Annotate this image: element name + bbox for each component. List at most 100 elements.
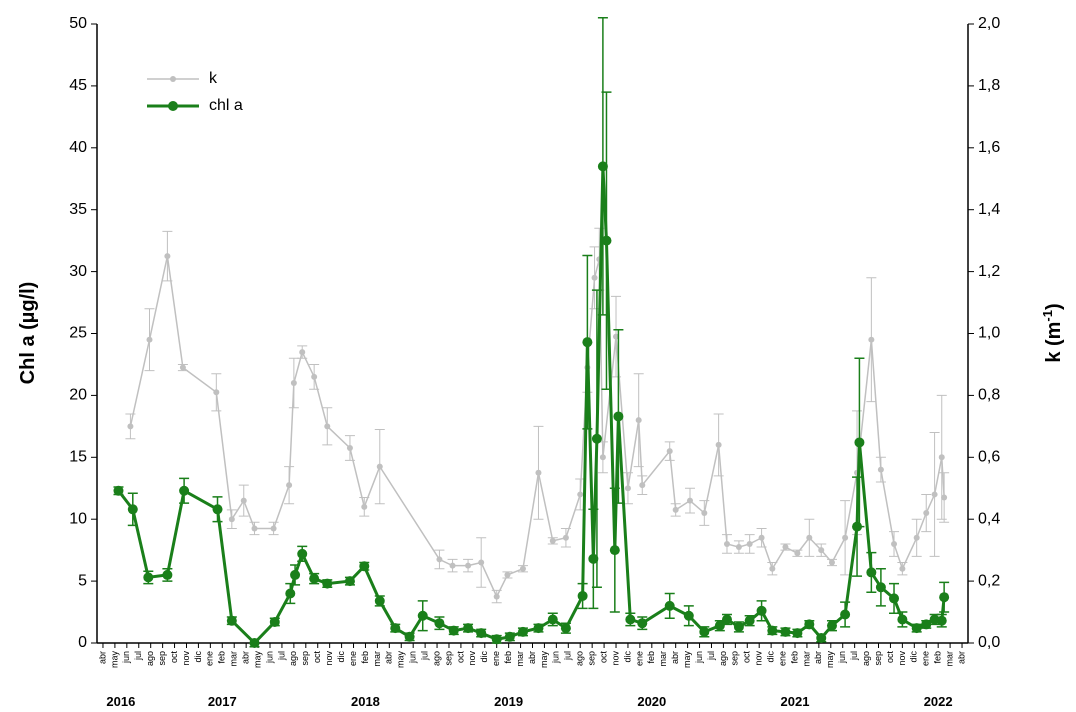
x-tick-label: oct xyxy=(742,651,752,664)
point xyxy=(577,590,588,601)
x-tick-label: nov xyxy=(324,651,334,666)
x-tick-label: feb xyxy=(646,651,656,664)
x-tick-label: nov xyxy=(897,651,907,666)
point xyxy=(625,614,636,625)
point xyxy=(875,582,886,593)
point xyxy=(666,448,673,455)
point xyxy=(701,510,708,517)
point xyxy=(939,592,950,603)
point xyxy=(639,482,646,489)
y-tick-label: 5 xyxy=(78,572,87,589)
x-tick-label: ago xyxy=(431,651,441,666)
y-tick-label: 50 xyxy=(69,15,87,32)
point xyxy=(877,466,884,473)
point xyxy=(249,638,260,648)
y-tick-label: 0 xyxy=(78,634,87,651)
x-tick-label: ene xyxy=(921,651,931,666)
x-tick-label: dic xyxy=(909,651,919,663)
y2-tick-label: 1,4 xyxy=(978,201,1000,218)
x-tick-label: nov xyxy=(610,651,620,666)
point xyxy=(361,503,368,510)
x-tick-label: may xyxy=(396,651,406,669)
point xyxy=(816,633,827,644)
point xyxy=(891,540,898,547)
point xyxy=(866,567,877,578)
point xyxy=(931,491,938,498)
x-tick-label: may xyxy=(825,651,835,669)
point xyxy=(758,534,765,541)
y2-title-end: ) xyxy=(1043,303,1065,310)
series-line xyxy=(129,255,945,599)
point xyxy=(311,373,318,380)
x-tick-label: feb xyxy=(933,651,943,664)
point xyxy=(683,610,694,621)
x-tick-label: abr xyxy=(670,651,680,664)
y-tick-label: 20 xyxy=(69,387,87,404)
x-tick-label: mar xyxy=(944,651,954,667)
point xyxy=(733,621,744,632)
point xyxy=(577,491,584,498)
x-tick-label: jul xyxy=(419,651,429,661)
x-tick-label: sep xyxy=(443,651,453,666)
point xyxy=(842,534,849,541)
point xyxy=(324,423,331,430)
point xyxy=(601,235,612,246)
point xyxy=(449,562,456,569)
point xyxy=(588,553,599,564)
x-tick-label: mar xyxy=(658,651,668,667)
point xyxy=(299,349,306,356)
y2-axis-title: k (m-1) xyxy=(1040,303,1065,362)
point xyxy=(714,620,725,631)
x-tick-label: feb xyxy=(360,651,370,664)
x-tick-label: jul xyxy=(849,651,859,661)
point xyxy=(936,615,947,626)
point xyxy=(113,485,124,496)
x-tick-label: mar xyxy=(515,651,525,667)
x-tick-label: sep xyxy=(873,651,883,666)
point xyxy=(792,628,803,639)
x-tick-label: ene xyxy=(491,651,501,666)
point xyxy=(376,463,383,470)
point xyxy=(164,253,171,260)
x-tick-label: feb xyxy=(503,651,513,664)
point xyxy=(285,588,296,599)
point xyxy=(127,504,138,515)
x-tick-label: nov xyxy=(467,651,477,666)
point xyxy=(899,565,906,572)
point xyxy=(828,559,835,566)
x-tick-label: ene xyxy=(205,651,215,666)
x-tick-label: may xyxy=(252,651,262,669)
point xyxy=(613,411,624,422)
point xyxy=(782,544,789,551)
x-tick-label: dic xyxy=(479,651,489,663)
x-tick-label: jul xyxy=(563,651,573,661)
x-tick-label: jun xyxy=(408,651,418,664)
point xyxy=(127,423,134,430)
point xyxy=(686,497,693,504)
point xyxy=(478,559,485,566)
point xyxy=(852,521,863,532)
x-tick-label: ene xyxy=(634,651,644,666)
point xyxy=(251,525,258,532)
x-tick-label: jun xyxy=(551,651,561,664)
point xyxy=(560,623,571,634)
point xyxy=(723,540,730,547)
x-tick-label: dic xyxy=(336,651,346,663)
y-tick-label: 45 xyxy=(69,77,87,94)
point xyxy=(806,534,813,541)
point xyxy=(635,417,642,424)
point xyxy=(493,593,500,600)
x-tick-label: ene xyxy=(777,651,787,666)
point xyxy=(609,545,620,556)
y-tick-label: 40 xyxy=(69,139,87,156)
x-tick-label: sep xyxy=(730,651,740,666)
point xyxy=(735,544,742,551)
x-tick-label: feb xyxy=(217,651,227,664)
point xyxy=(226,615,237,626)
y2-tick-label: 0,4 xyxy=(978,510,1000,527)
y2-tick-label: 0,8 xyxy=(978,387,1000,404)
x-tick-label: abr xyxy=(97,651,107,664)
point xyxy=(374,595,385,606)
x-tick-label: abr xyxy=(241,651,251,664)
point xyxy=(582,337,593,348)
